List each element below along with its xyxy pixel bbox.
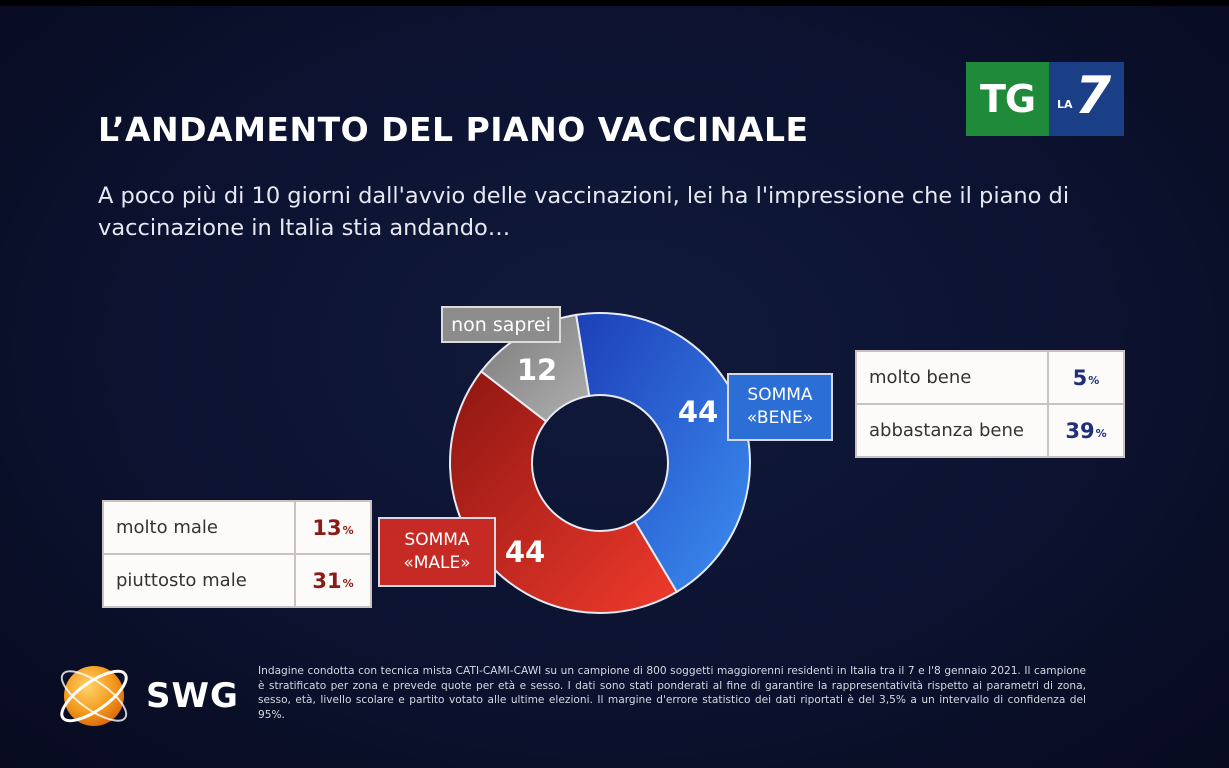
tg-la7-logo: TG LA 7 bbox=[966, 62, 1124, 136]
row-value-number: 39 bbox=[1065, 418, 1095, 443]
percent-unit: % bbox=[342, 577, 354, 590]
somma-bene-line1: SOMMA bbox=[747, 385, 813, 405]
la7-logo-box: LA 7 bbox=[1049, 62, 1124, 136]
la-logo-text: LA bbox=[1057, 98, 1073, 111]
slice-non-saprei bbox=[479, 313, 591, 423]
row-value: 5% bbox=[1049, 352, 1123, 403]
page-title: L’ANDAMENTO DEL PIANO VACCINALE bbox=[98, 110, 809, 149]
table-row: abbastanza bene 39% bbox=[857, 403, 1123, 456]
row-value-number: 5 bbox=[1072, 365, 1088, 390]
table-row: molto male 13% bbox=[104, 502, 370, 553]
label-somma-male: SOMMA «MALE» bbox=[378, 517, 496, 587]
row-value: 39% bbox=[1049, 405, 1123, 456]
value-label-bene: 44 bbox=[678, 395, 718, 429]
somma-male-line1: SOMMA bbox=[404, 530, 470, 550]
row-label: molto bene bbox=[857, 352, 1049, 403]
table-bene-breakdown: molto bene 5% abbastanza bene 39% bbox=[855, 350, 1125, 458]
seven-logo-text: 7 bbox=[1075, 66, 1112, 126]
row-value: 31% bbox=[296, 555, 370, 606]
row-label: piuttosto male bbox=[104, 555, 296, 606]
value-label-nonsaprei: 12 bbox=[517, 353, 557, 387]
somma-male-line2: «MALE» bbox=[403, 553, 471, 573]
tg-logo-text: TG bbox=[966, 62, 1049, 136]
slice-bene bbox=[574, 312, 751, 594]
slice-male bbox=[449, 370, 679, 614]
percent-unit: % bbox=[342, 524, 354, 537]
somma-bene-line2: «BENE» bbox=[746, 408, 814, 428]
table-row: molto bene 5% bbox=[857, 352, 1123, 403]
label-somma-bene: SOMMA «BENE» bbox=[727, 373, 833, 441]
table-row: piuttosto male 31% bbox=[104, 553, 370, 606]
row-label: abbastanza bene bbox=[857, 405, 1049, 456]
row-value: 13% bbox=[296, 502, 370, 553]
percent-unit: % bbox=[1088, 374, 1100, 387]
row-label: molto male bbox=[104, 502, 296, 553]
swg-logo-text: SWG bbox=[146, 676, 239, 716]
label-non-saprei: non saprei bbox=[441, 306, 561, 343]
survey-question: A poco più di 10 giorni dall'avvio delle… bbox=[98, 183, 1070, 241]
row-value-number: 13 bbox=[312, 515, 342, 540]
table-male-breakdown: molto male 13% piuttosto male 31% bbox=[102, 500, 372, 608]
swg-globe-icon bbox=[60, 666, 128, 726]
row-value-number: 31 bbox=[312, 568, 342, 593]
percent-unit: % bbox=[1095, 427, 1107, 440]
methodology-footnote: Indagine condotta con tecnica mista CATI… bbox=[258, 665, 1086, 721]
value-label-male: 44 bbox=[505, 535, 545, 569]
